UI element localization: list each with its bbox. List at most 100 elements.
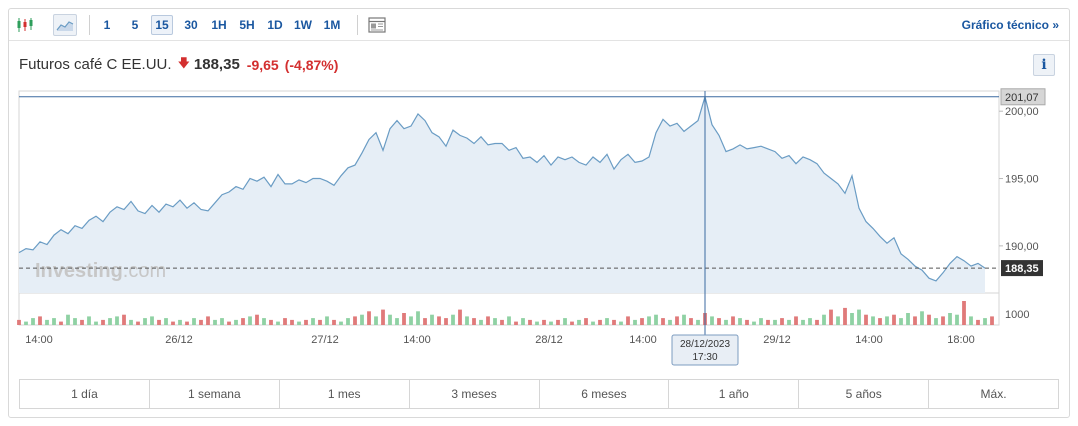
volume-bar: [73, 318, 77, 325]
volume-bar: [213, 319, 217, 325]
volume-bar: [906, 313, 910, 325]
volume-bar: [486, 316, 490, 325]
volume-bar: [759, 318, 763, 325]
volume-bar: [444, 318, 448, 325]
range-5-years[interactable]: 5 años: [799, 380, 930, 408]
volume-bar: [409, 316, 413, 325]
quote-header: Futuros café C EE.UU. 🡇 188,35 -9,65 (-4…: [19, 54, 338, 75]
volume-bar: [829, 309, 833, 325]
volume-bar: [101, 319, 105, 325]
volume-bar: [878, 318, 882, 325]
volume-bar: [227, 321, 231, 325]
crosshair-date-label: 28/12/2023: [680, 339, 730, 350]
volume-bar: [164, 318, 168, 325]
range-3-months[interactable]: 3 meses: [410, 380, 540, 408]
volume-bar: [136, 321, 140, 325]
crosshair-value-badge: [1000, 88, 1046, 106]
volume-bar: [234, 319, 238, 325]
volume-bar: [185, 321, 189, 325]
volume-bar: [584, 318, 588, 325]
volume-bar: [577, 319, 581, 325]
volume-bar: [731, 316, 735, 325]
interval-15[interactable]: 15: [151, 15, 173, 35]
volume-bar: [787, 319, 791, 325]
volume-bar: [871, 316, 875, 325]
volume-bar: [983, 318, 987, 325]
range-1-year[interactable]: 1 año: [669, 380, 800, 408]
volume-bar: [318, 319, 322, 325]
area-chart-icon[interactable]: [53, 14, 77, 36]
interval-5[interactable]: 5: [131, 18, 139, 32]
volume-bar: [339, 321, 343, 325]
volume-bar: [248, 316, 252, 325]
volume-bar: [899, 318, 903, 325]
volume-bar: [955, 314, 959, 325]
volume-bar: [199, 319, 203, 325]
volume-bar: [682, 314, 686, 325]
volume-bar: [59, 321, 63, 325]
info-button[interactable]: i: [1033, 54, 1055, 76]
interval-1[interactable]: 1: [103, 18, 111, 32]
interval-1h[interactable]: 1H: [211, 18, 227, 32]
range-max[interactable]: Máx.: [980, 387, 1007, 401]
range-1-week[interactable]: 1 semana: [150, 380, 280, 408]
volume-bar: [549, 321, 553, 325]
volume-bar: [423, 318, 427, 325]
news-layout-icon[interactable]: [365, 14, 389, 36]
volume-bar: [311, 318, 315, 325]
volume-bar: [794, 316, 798, 325]
current-price-label: 188,35: [1005, 263, 1039, 275]
volume-bar: [31, 318, 35, 325]
volume-bar: [346, 318, 350, 325]
volume-bar: [801, 319, 805, 325]
volume-bar: [689, 318, 693, 325]
volume-bar: [381, 309, 385, 325]
range-1-month[interactable]: 1 mes: [280, 380, 410, 408]
chart-widget: 1 5 15 30 1H 5H 1D 1W 1M Gráfico técnico…: [8, 8, 1070, 418]
volume-bar: [591, 321, 595, 325]
x-tick-label: 14:00: [629, 334, 657, 346]
volume-bar: [332, 319, 336, 325]
y-tick-label: 195,00: [1005, 174, 1039, 186]
interval-1w[interactable]: 1W: [294, 18, 312, 32]
volume-bar: [528, 319, 532, 325]
range-6-months[interactable]: 6 meses: [540, 380, 670, 408]
volume-bar: [647, 316, 651, 325]
watermark-logo: Investing.com: [35, 260, 166, 282]
volume-bar: [948, 313, 952, 325]
volume-bar: [626, 316, 630, 325]
volume-bar: [920, 311, 924, 325]
volume-bar: [633, 319, 637, 325]
interval-5h[interactable]: 5H: [239, 18, 255, 32]
current-price-badge: [1001, 260, 1043, 277]
volume-bar: [129, 319, 133, 325]
volume-bar: [598, 319, 602, 325]
volume-bar: [766, 319, 770, 325]
range-1-day[interactable]: 1 día: [20, 380, 150, 408]
volume-bar: [206, 316, 210, 325]
crosshair-value-label: 201,07: [1005, 92, 1039, 104]
volume-bar: [745, 319, 749, 325]
volume-bar: [297, 321, 301, 325]
volume-bar: [717, 318, 721, 325]
volume-bar: [241, 318, 245, 325]
volume-bar: [976, 319, 980, 325]
volume-bar: [654, 314, 658, 325]
volume-bar: [45, 319, 49, 325]
interval-30[interactable]: 30: [184, 18, 198, 32]
interval-1d[interactable]: 1D: [267, 18, 283, 32]
volume-bar: [325, 316, 329, 325]
candlestick-chart-icon[interactable]: [13, 14, 37, 36]
volume-bar: [563, 318, 567, 325]
volume-bar: [374, 316, 378, 325]
technical-chart-link[interactable]: Gráfico técnico »: [961, 18, 1059, 32]
volume-bar: [619, 321, 623, 325]
interval-1m[interactable]: 1M: [323, 18, 341, 32]
x-tick-label: 26/12: [165, 334, 193, 346]
volume-bar: [80, 319, 84, 325]
volume-bar: [416, 311, 420, 325]
price-chart[interactable]: Investing.com 200,00 195,00 190,00 1000 188,3…: [9, 9, 1071, 369]
volume-bar: [850, 313, 854, 325]
volume-bar: [38, 316, 42, 325]
volume-bar: [521, 318, 525, 325]
